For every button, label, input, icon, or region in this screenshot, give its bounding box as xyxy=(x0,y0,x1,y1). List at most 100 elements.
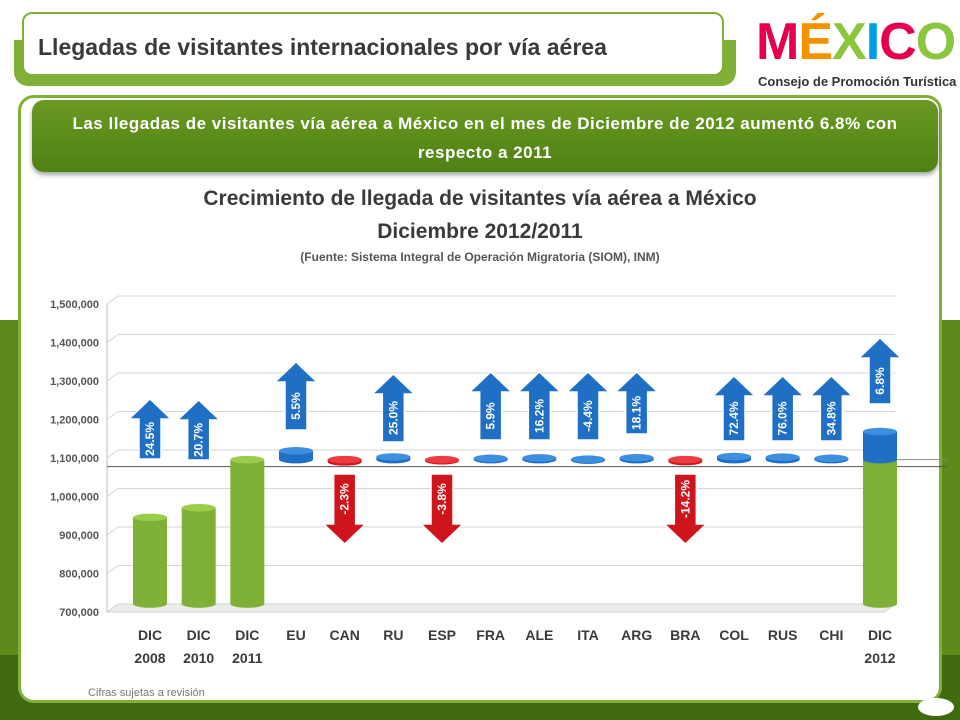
bar-decrement-top xyxy=(668,455,703,464)
growth-label: 6.8% xyxy=(873,367,887,395)
bar-total-top xyxy=(133,513,167,522)
up-arrow-icon xyxy=(370,372,417,443)
up-arrow-icon xyxy=(175,398,222,461)
footnote: Cifras sujetas a revisión xyxy=(88,687,205,699)
x-tick-label: CAN xyxy=(329,627,359,643)
bar-increment xyxy=(863,431,897,464)
down-arrow-icon xyxy=(662,473,709,546)
x-tick-label: CHI xyxy=(819,627,843,643)
up-arrow-icon xyxy=(808,374,855,442)
bar-total-top xyxy=(181,504,216,512)
up-arrow-icon xyxy=(857,336,903,405)
logo-wordmark: MÉXICO xyxy=(756,12,956,72)
x-tick-label-line2: 2010 xyxy=(183,650,214,666)
bar-increment-top xyxy=(863,427,897,436)
x-tick-label: DIC xyxy=(868,627,892,643)
banner-text: Las llegadas de visitantes vía aérea a M… xyxy=(72,114,898,162)
growth-label: 25.0% xyxy=(386,401,400,435)
chart-source: (Fuente: Sistema Integral de Operación M… xyxy=(300,250,659,264)
logo-letter: É xyxy=(798,13,833,71)
title-tab: Llegadas de visitantes internacionales p… xyxy=(22,12,724,76)
growth-label: -3.8% xyxy=(435,483,449,515)
bar-increment-top xyxy=(279,447,313,455)
bar-total xyxy=(863,459,897,608)
chart-title: Crecimiento de llegada de visitantes vía… xyxy=(203,187,756,210)
x-tick-label: BRA xyxy=(670,627,700,643)
logo-letter: X xyxy=(832,13,867,71)
x-tick-label: ARG xyxy=(621,627,652,643)
growth-label: 20.7% xyxy=(192,423,206,457)
x-tick-label: DIC xyxy=(187,627,211,643)
y-tick-label: 1,200,000 xyxy=(50,415,99,427)
down-arrow-icon xyxy=(321,473,368,546)
chart-subtitle: Diciembre 2012/2011 xyxy=(377,220,583,243)
gridline-depth xyxy=(106,295,119,305)
x-tick-label: ITA xyxy=(577,627,599,643)
logo-letter: I xyxy=(865,13,880,71)
growth-label: -2.3% xyxy=(338,483,352,515)
gridline-depth xyxy=(106,334,119,343)
growth-label: -4.4% xyxy=(581,400,595,432)
bar-increment-top xyxy=(814,454,849,463)
summary-banner: Las llegadas de visitantes vía aérea a M… xyxy=(32,100,938,172)
up-arrow-icon xyxy=(127,397,173,460)
up-arrow-icon xyxy=(565,370,611,441)
up-arrow-icon xyxy=(711,374,757,442)
y-tick-label: 1,000,000 xyxy=(50,492,99,504)
gridline-depth xyxy=(106,565,119,574)
x-tick-label: DIC xyxy=(138,627,162,643)
logo-letter: M xyxy=(756,13,799,71)
growth-label: 24.5% xyxy=(143,422,157,456)
x-tick-label-line2: 2008 xyxy=(134,650,165,666)
x-tick-label: DIC xyxy=(235,627,259,643)
up-arrow-icon xyxy=(516,370,563,441)
logo-letter: O xyxy=(915,13,956,71)
bar-total xyxy=(230,459,265,608)
bar-decrement-top xyxy=(425,455,459,464)
bar-increment-top xyxy=(765,453,800,461)
gridline-depth xyxy=(106,603,119,613)
y-tick-label: 1,400,000 xyxy=(50,338,99,350)
bar-increment-top xyxy=(619,453,654,462)
x-tick-label: ALE xyxy=(525,627,553,643)
down-arrow-icon xyxy=(419,473,465,546)
chart-floor xyxy=(105,603,897,613)
x-tick-label: RUS xyxy=(768,627,798,643)
growth-label: 16.2% xyxy=(532,399,546,433)
up-arrow-icon xyxy=(467,370,514,441)
x-tick-label: COL xyxy=(719,627,749,643)
bar-increment-top xyxy=(376,453,411,461)
bar-increment-top xyxy=(473,454,508,463)
growth-label: 34.8% xyxy=(824,401,838,435)
growth-label: 18.1% xyxy=(630,396,644,430)
gridline-depth xyxy=(106,526,119,536)
bar-increment-top xyxy=(522,454,557,462)
mexico-logo: MÉXICO Consejo de Promoción Turística xyxy=(752,12,956,94)
up-arrow-icon xyxy=(273,360,319,431)
page-title: Llegadas de visitantes internacionales p… xyxy=(38,34,607,60)
gridline-depth xyxy=(106,449,119,459)
y-tick-label: 1,500,000 xyxy=(50,299,99,311)
bar-total xyxy=(181,507,216,608)
gridline-depth xyxy=(106,411,119,420)
y-tick-label: 800,000 xyxy=(59,569,99,581)
x-tick-label: ESP xyxy=(428,627,456,643)
bar-increment-top xyxy=(717,452,751,461)
bar-total xyxy=(133,517,167,608)
bar-decrement-top xyxy=(327,455,362,464)
growth-label: -14.2% xyxy=(678,480,692,518)
bar-total-top xyxy=(230,455,265,464)
y-tick-label: 1,300,000 xyxy=(50,376,99,388)
growth-label: 5.9% xyxy=(484,402,498,430)
growth-label: 5.5% xyxy=(289,392,303,420)
x-tick-label-line2: 2011 xyxy=(232,650,263,666)
gridline-depth xyxy=(106,488,119,497)
x-tick-label: EU xyxy=(286,627,305,643)
y-tick-label: 1,100,000 xyxy=(50,453,99,465)
bar-increment-top xyxy=(571,455,605,463)
logo-letter: C xyxy=(879,13,917,71)
growth-label: 72.4% xyxy=(727,401,741,435)
x-tick-label: RU xyxy=(383,627,403,643)
x-tick-label-line2: 2012 xyxy=(864,650,895,666)
up-arrow-icon xyxy=(613,370,660,435)
